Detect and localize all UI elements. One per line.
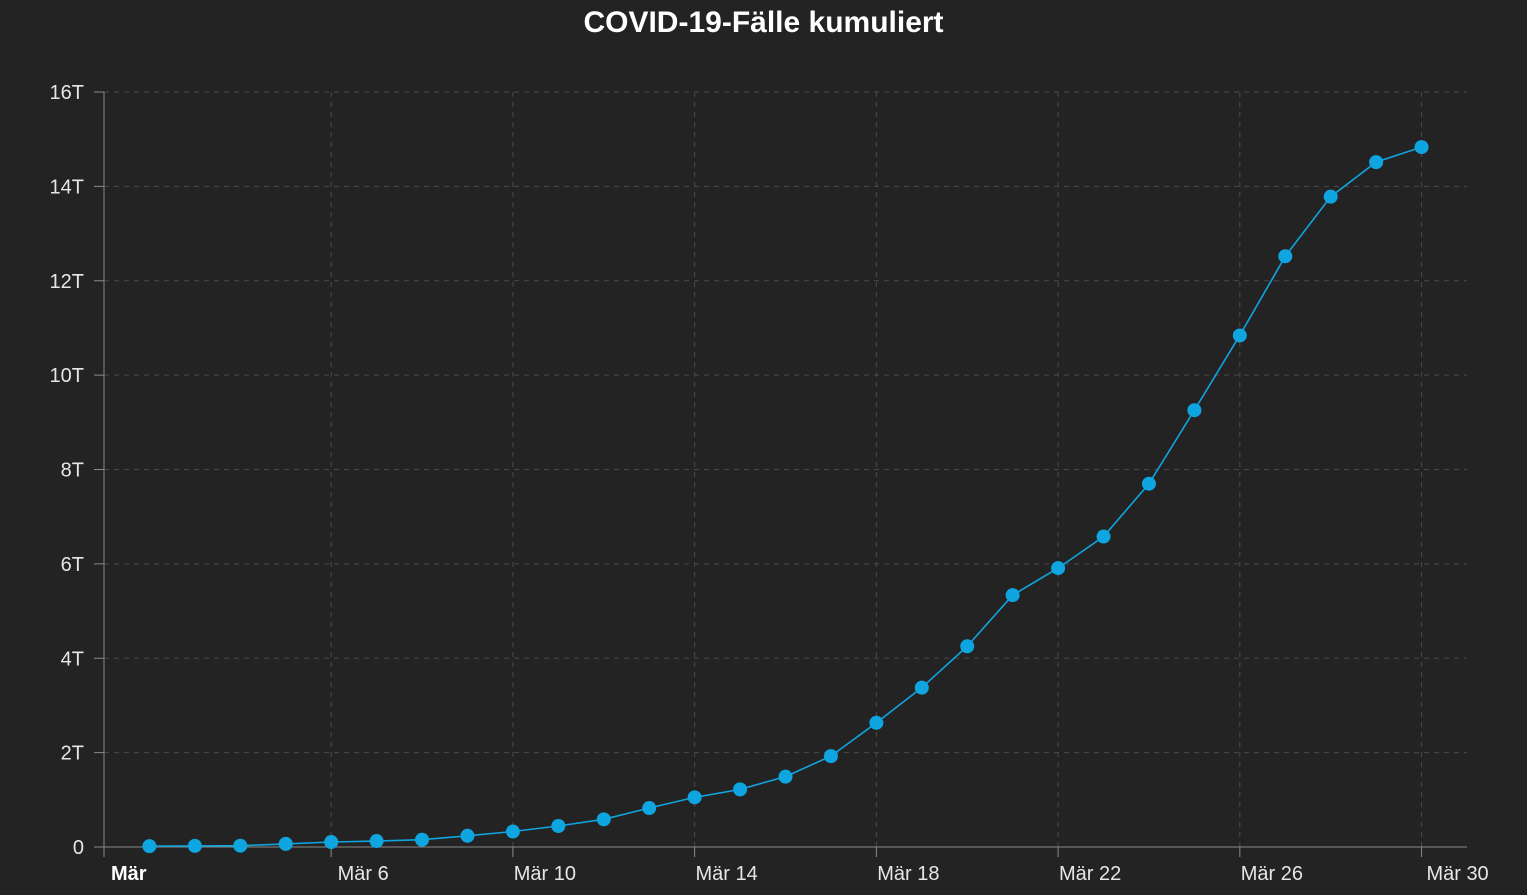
x-tick-label: Mär — [111, 863, 147, 885]
data-point — [415, 832, 430, 847]
chart-title: COVID-19-Fälle kumuliert — [583, 6, 944, 39]
x-tick-label: Mär 14 — [696, 863, 758, 885]
data-point — [1323, 189, 1338, 204]
data-point — [642, 801, 657, 816]
data-point — [1369, 155, 1384, 170]
data-point — [869, 715, 884, 730]
data-point — [1141, 476, 1156, 491]
data-point — [369, 834, 384, 849]
label-layer: 0 2T 4T 6T 8T 10T 12T 14T 16T Mär Mär 6 Mär 10 Mär 1… — [50, 82, 1489, 885]
grid-layer — [104, 91, 1467, 847]
x-tick-label: Mär 22 — [1059, 863, 1121, 885]
y-tick-label: 16T — [50, 82, 84, 104]
data-point — [505, 824, 520, 839]
data-point — [187, 838, 202, 853]
axis-layer — [94, 91, 1467, 857]
y-tick-label: 4T — [61, 648, 84, 670]
data-point — [1187, 403, 1202, 418]
x-tick-label: Mär 6 — [338, 863, 389, 885]
data-point — [142, 839, 157, 854]
x-tick-label: Mär 18 — [877, 863, 939, 885]
data-point — [596, 812, 611, 827]
data-point — [1232, 328, 1247, 343]
data-point — [1051, 561, 1066, 576]
data-point — [324, 835, 339, 850]
data-point — [551, 819, 566, 834]
data-point — [1005, 588, 1020, 603]
data-point — [460, 828, 475, 843]
x-tick-label: Mär 10 — [514, 863, 576, 885]
data-point — [1414, 140, 1429, 155]
data-point — [1096, 529, 1111, 544]
y-tick-label: 12T — [50, 271, 84, 293]
data-point — [778, 769, 793, 784]
x-tick-label: Mär 30 — [1426, 863, 1488, 885]
y-tick-label: 0 — [73, 837, 84, 859]
data-point — [687, 790, 702, 805]
y-tick-label: 2T — [61, 743, 84, 765]
y-tick-label: 8T — [61, 460, 84, 482]
data-point — [278, 836, 293, 851]
y-tick-label: 6T — [61, 554, 84, 576]
data-point — [733, 782, 748, 797]
y-tick-label: 14T — [50, 176, 84, 198]
y-tick-label: 10T — [50, 365, 84, 387]
data-point — [960, 639, 975, 654]
data-point — [823, 749, 838, 764]
data-point — [1278, 249, 1293, 264]
series-layer — [142, 140, 1429, 854]
data-point — [914, 680, 929, 695]
data-point — [233, 838, 248, 853]
x-tick-label: Mär 26 — [1241, 863, 1303, 885]
series-line — [149, 146, 1422, 847]
